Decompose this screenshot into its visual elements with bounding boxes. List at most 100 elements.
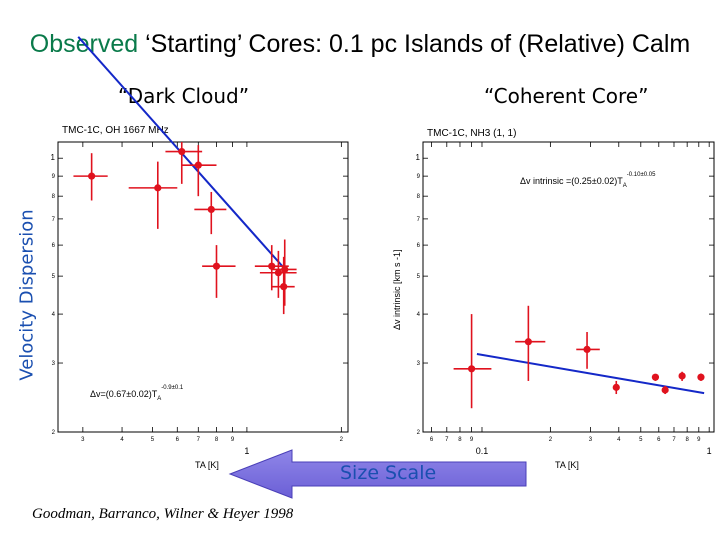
nh3-fit-subscript: A: [623, 183, 627, 189]
oh-ytick-label: 2: [52, 430, 56, 436]
oh-plot-title: TMC-1C, OH 1667 MHz: [62, 125, 169, 136]
nh3-marker: [697, 373, 705, 381]
nh3-xtick-label: 8: [458, 437, 462, 443]
nh3-ytick-label: 2: [417, 430, 421, 436]
oh-data-point: [165, 142, 203, 184]
nh3-marker: [583, 345, 591, 354]
nh3-xtick-label: 7: [445, 437, 449, 443]
nh3-plot: TMC-1C, NH3 (1, 1) TA [K] Δv intrinsic […: [392, 128, 715, 470]
citation: Goodman, Barranco, Wilner & Heyer 1998: [32, 506, 294, 522]
oh-ytick-label: 1: [51, 153, 56, 162]
oh-xtick-label: 3: [81, 437, 85, 443]
oh-marker: [88, 172, 96, 180]
oh-data-point: [202, 245, 236, 298]
oh-plot-xlabel: TA [K]: [195, 460, 219, 470]
oh-xtick-label: 4: [120, 437, 124, 443]
oh-ytick-label: 6: [52, 243, 56, 249]
oh-marker: [212, 262, 221, 270]
nh3-data-point: [697, 373, 705, 381]
nh3-xtick-label: 5: [639, 437, 643, 443]
oh-fit-text: Δv=(0.67±0.02)T: [90, 389, 158, 399]
nh3-fit-annotation: Δv intrinsic =(0.25±0.02)TA-0.10±0.05: [520, 172, 656, 189]
nh3-data-point: [612, 380, 620, 395]
nh3-ytick-label: 3: [417, 361, 421, 367]
nh3-fit-text: Δv intrinsic =(0.25±0.02)T: [520, 176, 623, 186]
nh3-ytick-label: 9: [417, 174, 421, 180]
nh3-frame: [422, 141, 715, 433]
nh3-ytick-label: 7: [417, 217, 421, 223]
oh-ytick-label: 5: [52, 274, 56, 280]
arrow-icon: [228, 449, 527, 499]
oh-frame: [57, 141, 349, 433]
oh-xtick-label: 1: [244, 446, 249, 456]
nh3-fit-exponent: -0.10±0.05: [627, 172, 656, 178]
oh-data-point: [181, 145, 217, 197]
oh-marker: [274, 269, 282, 277]
nh3-xtick-label: 6: [657, 437, 661, 443]
nh3-data-point: [661, 386, 669, 395]
oh-data-point: [128, 161, 178, 229]
nh3-xtick-label: 9: [697, 437, 701, 443]
nh3-plot-ylabel: Δv intrinsic [km s -1]: [392, 249, 402, 330]
slide-title: Observed ‘Starting’ Cores: 0.1 pc Island…: [0, 30, 720, 59]
oh-fit-subscript: A: [157, 396, 161, 402]
nh3-ytick-label: 5: [417, 274, 421, 280]
oh-marker: [281, 265, 289, 274]
oh-xtick-label: 7: [197, 437, 201, 443]
nh3-data-point: [453, 314, 492, 409]
nh3-ytick-label: 6: [417, 243, 421, 249]
nh3-data-point: [678, 371, 686, 381]
nh3-marker: [678, 372, 686, 380]
oh-data-point: [259, 250, 297, 298]
nh3-plot-title: TMC-1C, NH3 (1, 1): [427, 128, 516, 139]
oh-data-point: [271, 239, 297, 306]
oh-ytick-label: 4: [52, 312, 56, 318]
oh-plot: TMC-1C, OH 1667 MHz TA [K] 3 4 5 6 7 8 9 1 2 1 9 8 7…: [51, 36, 349, 470]
nh3-xtick-label: 8: [685, 437, 689, 443]
right-subtitle: “Coherent Core”: [484, 84, 649, 108]
oh-xtick-label: 6: [176, 437, 180, 443]
nh3-data-point: [576, 332, 600, 369]
left-subtitle: “Dark Cloud”: [118, 84, 250, 108]
oh-xtick-label: 5: [151, 437, 155, 443]
oh-ytick-label: 8: [52, 194, 56, 200]
nh3-data-point: [515, 305, 546, 381]
nh3-plot-xlabel: TA [K]: [555, 460, 579, 470]
oh-xtick-label: 8: [215, 437, 219, 443]
oh-xtick-label: 9: [231, 437, 235, 443]
oh-ytick-label: 3: [52, 361, 56, 367]
nh3-xtick-label: 7: [672, 437, 676, 443]
oh-data-point: [194, 191, 227, 235]
nh3-xtick-label: 4: [617, 437, 621, 443]
oh-data-point: [73, 153, 108, 201]
nh3-xtick-label: 1: [707, 446, 712, 456]
nh3-ytick-label: 4: [417, 312, 421, 318]
nh3-ytick-label: 1: [416, 153, 421, 162]
nh3-fit-line: [476, 353, 705, 395]
size-scale-arrow: [228, 449, 528, 499]
nh3-ytick-label: 8: [417, 194, 421, 200]
title-rest: ‘Starting’ Cores: 0.1 pc Islands of (Rel…: [138, 30, 691, 58]
oh-ytick-label: 9: [52, 174, 56, 180]
nh3-xtick-label: 6: [430, 437, 434, 443]
oh-fit-annotation: Δv=(0.67±0.02)TA-0.9±0.1: [90, 385, 184, 402]
nh3-marker: [661, 386, 669, 394]
oh-fit-exponent: -0.9±0.1: [161, 385, 184, 391]
nh3-xtick-label: 3: [589, 437, 593, 443]
nh3-marker: [651, 373, 660, 381]
nh3-xtick-label: 9: [470, 437, 474, 443]
oh-marker: [207, 205, 215, 214]
nh3-data-point: [651, 373, 660, 381]
nh3-marker: [612, 383, 620, 391]
oh-ytick-label: 7: [52, 217, 56, 223]
oh-xtick-label: 2: [340, 437, 344, 443]
oh-marker: [280, 283, 288, 291]
nh3-marker: [467, 365, 476, 373]
oh-marker: [154, 184, 162, 192]
oh-marker: [194, 161, 202, 169]
nh3-marker: [524, 338, 532, 346]
nh3-xtick-label: 0.1: [476, 446, 489, 456]
size-scale-label: Size Scale: [340, 462, 437, 484]
oh-marker: [268, 262, 276, 270]
